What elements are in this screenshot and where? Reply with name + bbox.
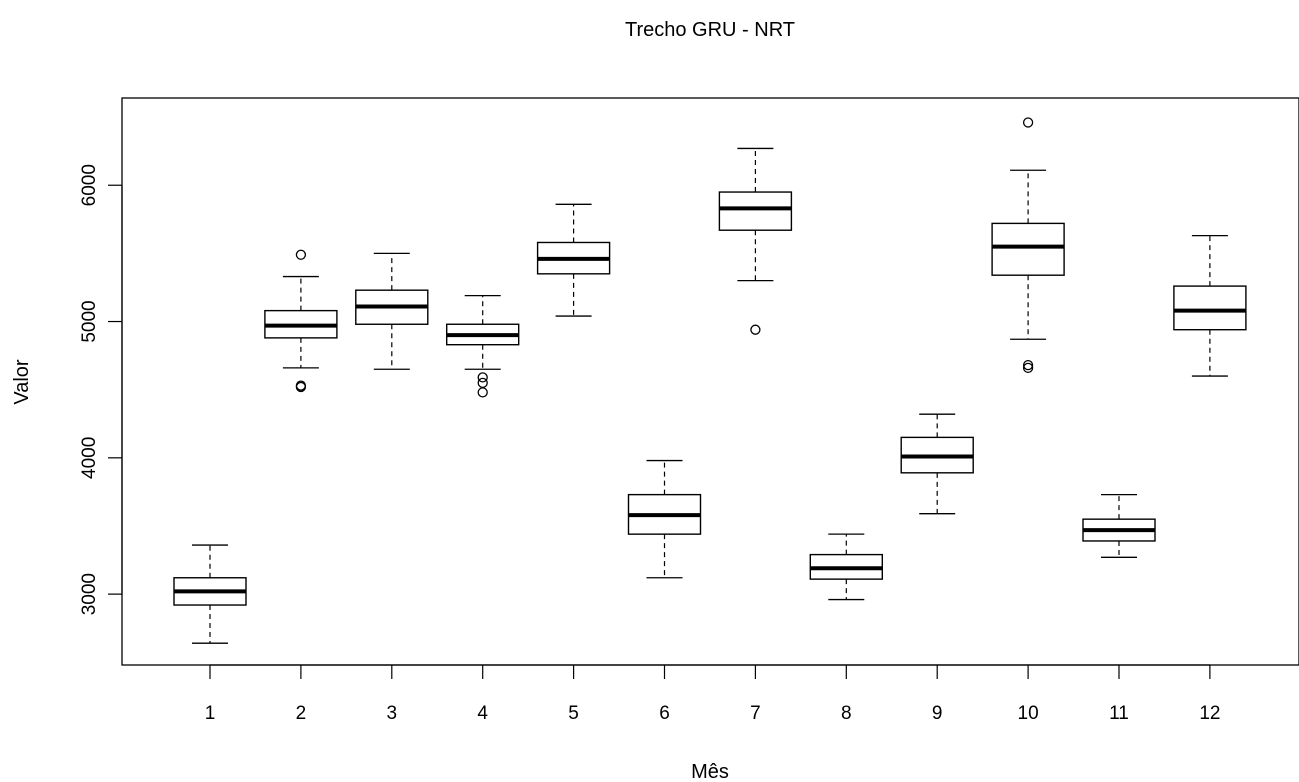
x-axis-label: Mês <box>691 761 729 782</box>
box-group <box>809 533 883 601</box>
box-series <box>173 117 1247 644</box>
box-group <box>1082 493 1156 558</box>
y-tick-label: 4000 <box>79 437 100 479</box>
x-tick-label: 1 <box>205 703 216 724</box>
outlier-point <box>477 372 488 383</box>
outlier-point <box>750 324 761 335</box>
box-group <box>1173 235 1247 377</box>
box-group <box>627 459 702 579</box>
y-axis: 3000 4000 5000 6000 <box>79 164 123 615</box>
box-group <box>718 147 793 335</box>
outlier-point <box>295 249 307 260</box>
box-group <box>446 294 520 398</box>
box-iqr <box>1173 285 1247 331</box>
box-group <box>991 117 1065 374</box>
outlier-point <box>1022 117 1034 128</box>
x-axis: 1 2 3 4 5 6 7 8 9 10 11 12 <box>205 664 1220 724</box>
outlier-point <box>1022 359 1034 371</box>
outlier-point <box>1022 362 1034 374</box>
box-group <box>355 252 429 370</box>
box-group <box>173 544 247 644</box>
outlier-point <box>477 387 488 398</box>
x-tick-label: 6 <box>659 703 670 724</box>
box-iqr <box>991 222 1065 276</box>
x-tick-label: 9 <box>932 703 943 724</box>
x-tick-label: 3 <box>387 703 398 724</box>
box-iqr <box>718 191 793 231</box>
box-group <box>900 413 974 515</box>
y-axis-label: Valor <box>11 359 33 405</box>
x-tick-label: 4 <box>477 703 488 724</box>
y-tick-label: 3000 <box>79 573 100 615</box>
box-group <box>536 203 611 317</box>
x-tick-label: 11 <box>1109 703 1129 724</box>
y-tick-label: 5000 <box>79 300 100 342</box>
outlier-point <box>477 377 488 389</box>
x-tick-label: 8 <box>841 703 852 724</box>
chart-title: Trecho GRU - NRT <box>625 19 795 41</box>
x-tick-label: 10 <box>1018 703 1039 724</box>
y-tick-label: 6000 <box>79 164 100 206</box>
box-group <box>264 249 338 393</box>
x-tick-label: 7 <box>750 703 761 724</box>
x-tick-label: 12 <box>1199 703 1220 724</box>
outlier-point <box>295 381 307 393</box>
x-tick-label: 2 <box>296 703 307 724</box>
x-tick-label: 5 <box>568 703 579 724</box>
